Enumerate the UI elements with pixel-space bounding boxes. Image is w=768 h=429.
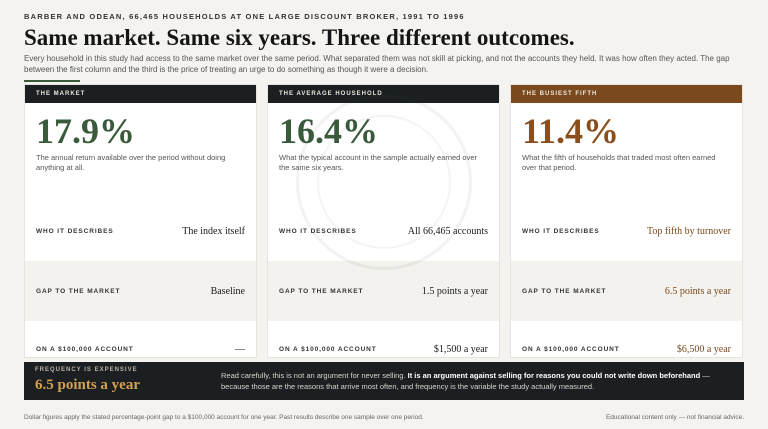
row-value: Baseline xyxy=(210,285,245,297)
page-title: Same market. Same six years. Three diffe… xyxy=(24,25,575,50)
footnote: Dollar figures apply the stated percenta… xyxy=(24,414,424,421)
row-label: WHO IT DESCRIBES xyxy=(36,227,114,235)
card-figure: 11.4% xyxy=(522,111,620,151)
row-on-account: ON A $100,000 ACCOUNT $6,500 a year xyxy=(511,319,742,379)
row-value: $6,500 a year xyxy=(676,343,731,355)
row-value: The index itself xyxy=(182,225,245,237)
disclaimer: Educational content only — not financial… xyxy=(605,414,744,421)
card-market: THE MARKET 17.9% The annual return avail… xyxy=(24,84,257,358)
row-who-it-describes: WHO IT DESCRIBES The index itself xyxy=(25,201,256,261)
row-value: 1.5 points a year xyxy=(421,285,488,297)
card-header: THE MARKET xyxy=(25,85,256,103)
watermark-inner-ring xyxy=(317,115,451,249)
banner-figure: 6.5 points a year xyxy=(35,377,140,393)
row-label: ON A $100,000 ACCOUNT xyxy=(522,345,620,353)
row-on-account: ON A $100,000 ACCOUNT $1,500 a year xyxy=(268,319,499,379)
row-label: WHO IT DESCRIBES xyxy=(522,227,600,235)
card-figure: 17.9% xyxy=(36,111,135,151)
row-label: GAP TO THE MARKET xyxy=(522,287,607,295)
banner-text-tail: — because those are the reasons that arr… xyxy=(221,371,710,391)
row-on-account: ON A $100,000 ACCOUNT — xyxy=(25,319,256,379)
banner-text: Read carefully, this is not an argument … xyxy=(221,370,736,392)
intro-text: Every household in this study had access… xyxy=(24,54,730,74)
header: BARBER AND ODEAN, 66,465 HOUSEHOLDS AT O… xyxy=(24,12,744,82)
row-label: GAP TO THE MARKET xyxy=(279,287,364,295)
card-header: THE BUSIEST FIFTH xyxy=(511,85,742,103)
eyebrow: BARBER AND ODEAN, 66,465 HOUSEHOLDS AT O… xyxy=(24,12,465,21)
row-label: ON A $100,000 ACCOUNT xyxy=(36,345,134,353)
row-gap-to-market: GAP TO THE MARKET Baseline xyxy=(25,261,256,321)
card-description: What the fifth of households that traded… xyxy=(522,153,716,172)
row-label: GAP TO THE MARKET xyxy=(36,287,121,295)
card-busiest-fifth: THE BUSIEST FIFTH 11.4% What the fifth o… xyxy=(510,84,743,358)
accent-rule xyxy=(24,80,80,82)
row-who-it-describes: WHO IT DESCRIBES Top fifth by turnover xyxy=(511,201,742,261)
watermark-seal-icon xyxy=(296,94,472,270)
banner-text-strong: It is an argument against selling for re… xyxy=(407,371,701,380)
callout-banner: FREQUENCY IS EXPENSIVE 6.5 points a year… xyxy=(24,362,744,400)
row-gap-to-market: GAP TO THE MARKET 6.5 points a year xyxy=(511,261,742,321)
row-value: $1,500 a year xyxy=(433,343,488,355)
row-value: 6.5 points a year xyxy=(664,285,731,297)
row-label: ON A $100,000 ACCOUNT xyxy=(279,345,377,353)
banner-text-lead: Read carefully, this is not an argument … xyxy=(221,371,408,380)
banner-eyebrow: FREQUENCY IS EXPENSIVE xyxy=(35,367,138,373)
card-description: The annual return available over the per… xyxy=(36,153,226,172)
row-value: — xyxy=(235,343,245,355)
row-gap-to-market: GAP TO THE MARKET 1.5 points a year xyxy=(268,261,499,321)
row-value: Top fifth by turnover xyxy=(646,225,731,237)
